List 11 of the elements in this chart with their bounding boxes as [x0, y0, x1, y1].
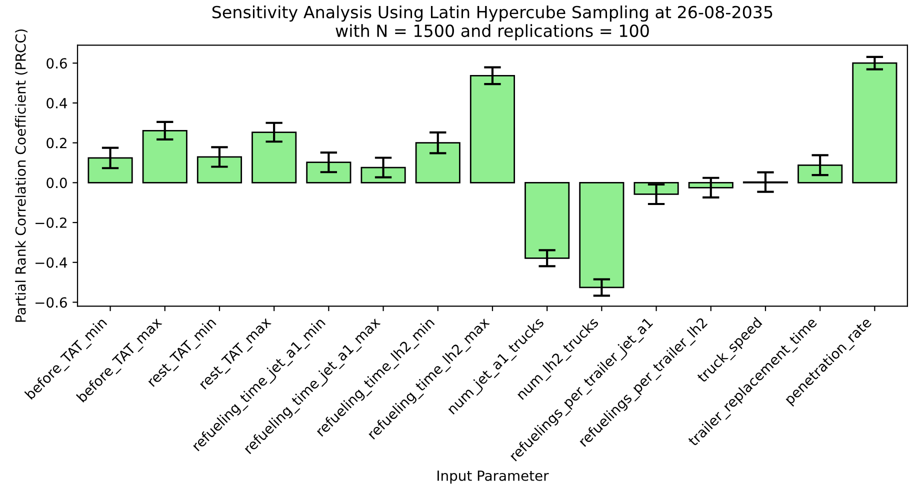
- bar: [852, 62, 898, 184]
- y-axis-title: Partial Rank Correlation Coefficient (PRCC): [15, 29, 28, 322]
- y-tick-label: 0.6: [46, 58, 67, 69]
- y-tick-label: 0.0: [46, 178, 67, 188]
- y-tick-label: −0.4: [36, 257, 68, 268]
- y-tick-label: 0.4: [46, 98, 68, 108]
- y-tick-label: 0.2: [46, 138, 66, 148]
- y-tick-label: −0.6: [36, 297, 67, 308]
- x-axis-title: Input Parameter: [438, 470, 549, 484]
- chart-title: Sensitivity Analysis Using Latin Hypercube Sampling at 26-08-2035 with N = 1500 and replications = 100: [212, 6, 772, 40]
- y-tick-label: −0.2: [36, 217, 66, 228]
